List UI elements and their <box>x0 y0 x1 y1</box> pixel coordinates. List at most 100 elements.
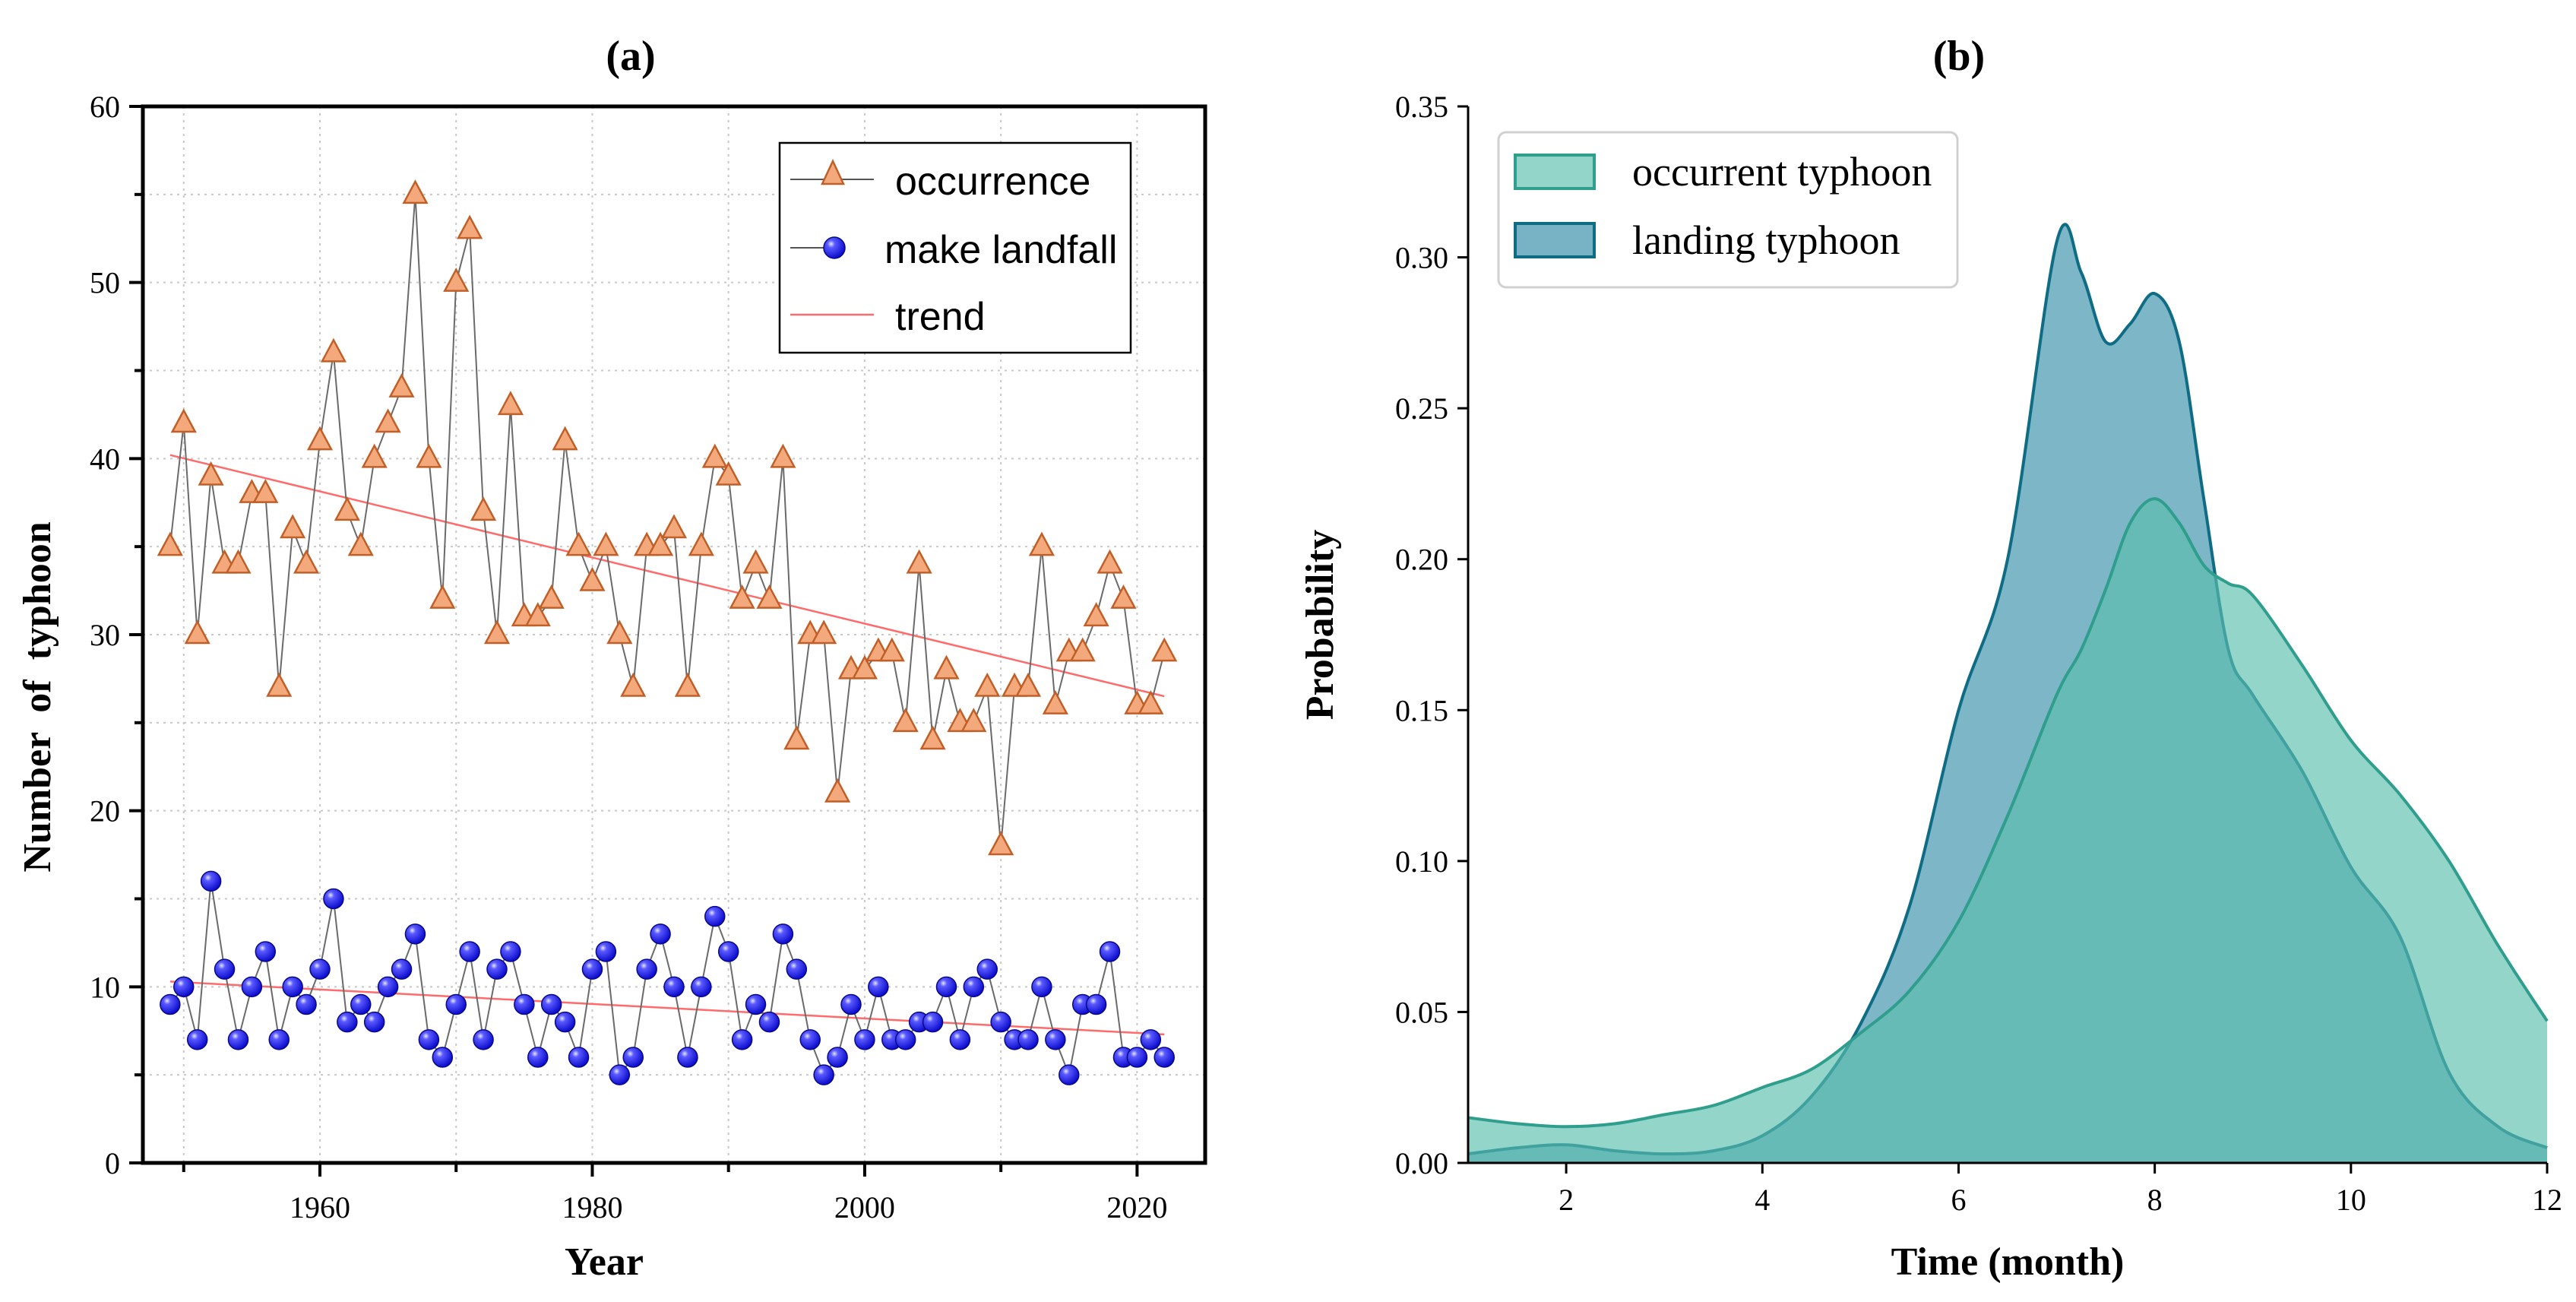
landfall-point <box>554 1011 576 1033</box>
landfall-point <box>949 1029 971 1050</box>
y-tick-label: 10 <box>90 970 120 1004</box>
y-tick-label: 0.25 <box>1395 391 1448 426</box>
landfall-point <box>935 976 957 998</box>
y-tick-label: 0.15 <box>1395 693 1448 727</box>
occurrence-point <box>1151 637 1178 662</box>
panel-b-ylabel: Probability <box>1299 530 1342 720</box>
landfall-point <box>363 1011 385 1033</box>
landfall-point <box>636 958 657 980</box>
occurrence-point <box>688 531 714 556</box>
occurrence-point <box>606 619 633 645</box>
x-tick-label: 4 <box>1755 1183 1770 1217</box>
occurrence-point <box>416 443 442 468</box>
occurrence-point <box>1042 690 1068 714</box>
legend-label-trend: trend <box>895 295 986 339</box>
panel-a-ylabel: Number of typhoon <box>16 521 59 872</box>
x-tick-label: 2000 <box>834 1190 895 1224</box>
landfall-point <box>296 993 317 1015</box>
occurrence-point <box>293 549 320 574</box>
occurrence-point <box>1083 602 1109 627</box>
circle-marker-icon <box>823 236 846 259</box>
occurrence-point <box>647 531 674 556</box>
landfall-point <box>1045 1029 1066 1050</box>
landfall-point <box>160 993 181 1015</box>
panel-b: (b) 2 4 6 8 10 12 0.00 0.05 0.10 0.15 0.20 0.25 0.30… <box>1299 33 2562 1284</box>
y-tick-label: 0.05 <box>1395 995 1448 1029</box>
landfall-point <box>282 976 303 998</box>
legend-label-occurrent-typhoon: occurrent typhoon <box>1632 149 1932 195</box>
occurrence-point <box>878 637 905 662</box>
landfall-point <box>813 1064 834 1085</box>
panel-a-xlabel: Year <box>565 1240 644 1284</box>
landfall-point <box>963 976 985 998</box>
legend-label-make-landfall: make landfall <box>885 228 1117 272</box>
landfall-point <box>704 905 726 927</box>
landfall-point <box>540 993 562 1015</box>
y-tick-label: 0.35 <box>1395 90 1448 124</box>
landfall-point <box>500 941 521 962</box>
occurrence-point <box>457 214 483 239</box>
panel-b-areas <box>1467 223 2549 1163</box>
landfall-point <box>786 958 808 980</box>
landfall-point <box>391 958 413 980</box>
legend-box <box>1497 131 1959 289</box>
panel-a: (a) 1960 1980 2000 2020 0 10 20 30 40 50 60 Year N… <box>16 33 1207 1284</box>
occurrence-point <box>552 426 578 451</box>
landing-swatch-icon <box>1514 222 1596 258</box>
occurrent-curve <box>1467 497 2549 1129</box>
occurrence-point <box>783 725 810 750</box>
occurrence-point <box>375 408 401 433</box>
occurrence-point <box>280 514 306 539</box>
panel-b-legend: occurrent typhoon landing typhoon <box>1497 131 1959 289</box>
y-tick-label: 20 <box>90 794 120 828</box>
occurrence-point <box>184 619 210 645</box>
occurrence-point <box>851 654 878 680</box>
landfall-point <box>894 1029 916 1050</box>
occurrence-point <box>470 496 497 521</box>
legend-item-occurrent-typhoon: occurrent typhoon <box>1514 149 1932 195</box>
occurrence-point <box>565 531 592 556</box>
occurrence-point <box>361 443 388 468</box>
landfall-point <box>1099 941 1121 962</box>
landfall-point <box>691 976 712 998</box>
landfall-point <box>1154 1047 1175 1068</box>
occurrence-point <box>892 708 919 733</box>
occurrence-point <box>660 514 688 539</box>
landfall-point <box>1031 976 1052 998</box>
landfall-point <box>609 1064 631 1085</box>
landfall-point <box>309 958 331 980</box>
occurrence-point <box>729 584 755 609</box>
landfall-point <box>173 976 195 998</box>
landfall-point <box>922 1011 944 1033</box>
landfall-point <box>745 993 767 1015</box>
landfall-point <box>868 976 889 998</box>
x-tick-label: 8 <box>2147 1183 2163 1217</box>
x-tick-label: 1980 <box>562 1190 622 1224</box>
occurrence-point <box>933 654 960 680</box>
landfall-point <box>1059 1064 1080 1085</box>
occurrence-point <box>157 531 183 556</box>
occurrence-point <box>1138 690 1164 714</box>
legend-label-landing-typhoon: landing typhoon <box>1632 217 1900 263</box>
landfall-point <box>854 1029 875 1050</box>
landfall-point <box>568 1047 590 1068</box>
trend-line <box>169 454 1165 698</box>
occurrence-point <box>620 672 647 697</box>
y-tick-label: 30 <box>90 618 120 652</box>
legend-item-make-landfall: make landfall <box>790 228 1117 272</box>
y-tick-label: 50 <box>90 266 120 300</box>
landfall-point <box>1085 993 1107 1015</box>
x-tick-label: 6 <box>1951 1183 1966 1217</box>
landfall-point <box>186 1029 208 1050</box>
landfall-point <box>214 958 236 980</box>
panel-a-marks <box>157 179 1178 1085</box>
landfall-point <box>581 958 603 980</box>
panel-b-xlabel: Time (month) <box>1891 1240 2125 1284</box>
landfall-point <box>976 958 998 980</box>
y-tick-label: 0.00 <box>1395 1146 1448 1180</box>
occurrent-area <box>1468 499 2547 1163</box>
occurrence-point <box>429 584 456 609</box>
panel-a-label: (a) <box>606 33 655 80</box>
occurrence-point <box>483 619 511 645</box>
landfall-point <box>1017 1029 1039 1050</box>
